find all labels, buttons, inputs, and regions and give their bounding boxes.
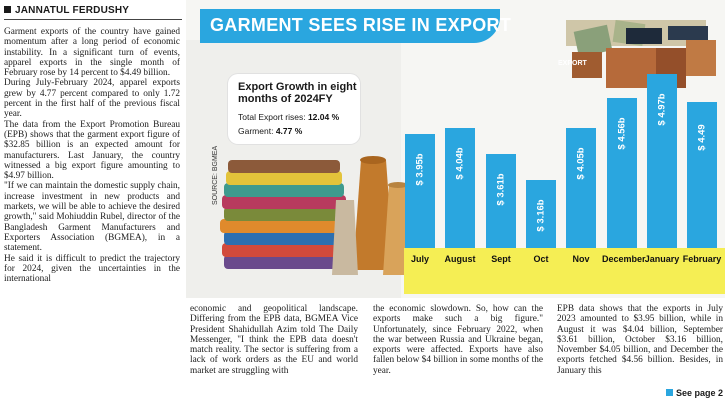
col2-text: economic and geopolitical landscape. Dif… (190, 304, 358, 376)
month-label: January (644, 254, 680, 264)
total-export-label: Total Export rises: (238, 112, 306, 122)
money-boxes (566, 20, 716, 88)
garment-label: Garment: (238, 126, 274, 136)
bar-july (405, 134, 435, 248)
folded-fabrics (220, 160, 346, 269)
bar-value-label: $ 4.04b (454, 147, 466, 180)
col1-para-3: The data from the Export Promotion Burea… (4, 119, 180, 182)
bar-february (687, 102, 717, 248)
bar-december (607, 98, 637, 248)
column-1: Garment exports of the country have gain… (4, 27, 180, 284)
garment-value: 4.77 % (275, 126, 303, 136)
col1-para-4: "If we can maintain the domestic supply … (4, 181, 180, 254)
column-3: the economic slowdown. So, how can the e… (373, 304, 543, 376)
bar-value-label: $ 4.49 (696, 124, 708, 151)
month-label: February (682, 254, 722, 264)
bar-value-label: $ 3.95b (414, 153, 426, 186)
bar-august (445, 128, 475, 248)
month-label: December (602, 254, 646, 264)
bar-oct (526, 180, 556, 248)
month-label: Sept (491, 254, 511, 264)
chart-baseline-strip (404, 248, 725, 294)
see-page-square-icon (666, 389, 673, 396)
total-export-row: Total Export rises: 12.04 % (238, 112, 339, 122)
month-label: Nov (572, 254, 590, 264)
see-page-link[interactable]: See page 2 (666, 388, 723, 398)
see-page-text: See page 2 (676, 388, 724, 398)
headline-banner: GARMENT SEES RISE IN EXPORT (200, 9, 511, 43)
byline-text: JANNATUL FERDUSHY (15, 5, 130, 16)
bar-nov (566, 128, 596, 248)
col1-para-1: Garment exports of the country have gain… (4, 27, 180, 79)
bar-value-label: $ 3.61b (495, 173, 507, 206)
bar-value-label: $ 4.05b (575, 147, 587, 180)
column-2: economic and geopolitical landscape. Dif… (190, 304, 358, 376)
month-label: July (410, 254, 429, 264)
growth-card: Export Growth in eight months of 2024FY … (228, 74, 360, 144)
col4-text: EPB data shows that the exports in July … (557, 304, 723, 376)
source-credit: SOURCE: BGMEA (212, 145, 219, 205)
bar-value-label: $ 4.56b (616, 117, 628, 150)
col1-para-5: He said it is difficult to predict the t… (4, 253, 180, 285)
garment-row: Garment: 4.77 % (238, 126, 302, 136)
headline-text: GARMENT SEES RISE IN EXPORT (210, 15, 512, 35)
column-4: EPB data shows that the exports in July … (557, 304, 723, 376)
bar-value-label: $ 3.16b (535, 199, 547, 232)
total-export-value: 12.04 % (307, 112, 340, 122)
col3-text: the economic slowdown. So, how can the e… (373, 304, 543, 376)
byline: JANNATUL FERDUSHY (4, 3, 182, 20)
card-title: Export Growth in eight months of 2024FY (238, 81, 357, 105)
export-box-label: EXPORT (558, 60, 587, 67)
infographic: GARMENT SEES RISE IN EXPORT EXPORT Expor… (186, 0, 725, 298)
bar-value-label: $ 4.97b (656, 93, 668, 126)
month-label: August (444, 254, 476, 264)
col1-para-2: During July-February 2024, apparel expor… (4, 78, 180, 120)
bar-january (647, 74, 677, 248)
byline-square-icon (4, 6, 11, 13)
byline-rule (4, 19, 182, 20)
month-label: Oct (533, 254, 549, 264)
bar-sept (486, 154, 516, 248)
